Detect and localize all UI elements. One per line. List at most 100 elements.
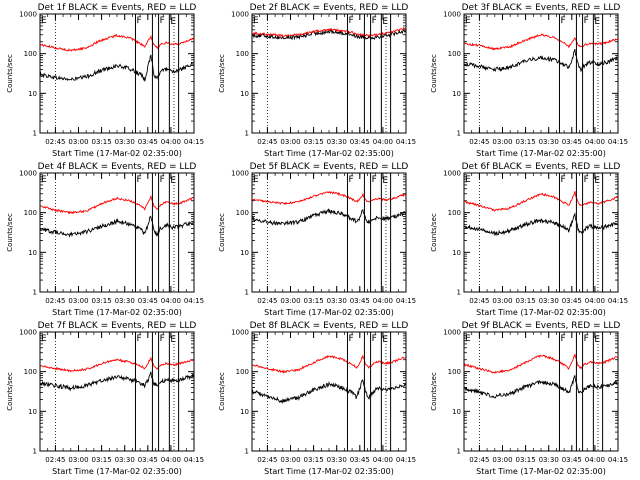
x-tick-label: 03:15	[92, 138, 112, 146]
series-line-lld	[251, 191, 406, 206]
x-tick-label: 04:00	[585, 138, 605, 146]
series-line-events	[251, 28, 406, 41]
panel-title: Det 4f BLACK = Events, RED = LLD	[38, 162, 197, 172]
y-tick-label: 1000	[443, 329, 461, 337]
y-tick-label: 10	[240, 408, 249, 416]
x-tick-label: 02:45	[469, 456, 489, 464]
x-tick-label: 03:45	[562, 456, 582, 464]
x-tick-label: 03:45	[350, 297, 370, 305]
y-axis-label: Counts/sec	[218, 372, 226, 411]
y-tick-label: 1	[457, 448, 461, 456]
panel-det-5f: Det 5f BLACK = Events, RED = LLD Counts/s…	[218, 162, 416, 317]
series-line-events	[463, 374, 618, 399]
panel-det-6f: Det 6f BLACK = Events, RED = LLD Counts/s…	[430, 162, 628, 317]
x-tick-label: 04:15	[184, 456, 204, 464]
panel-title: Det 1f BLACK = Events, RED = LLD	[38, 3, 197, 13]
corner-flag-label: E	[465, 175, 471, 185]
x-tick-label: 03:30	[327, 456, 347, 464]
x-tick-label: 02:45	[257, 297, 277, 305]
interval-flag-label: E	[382, 335, 388, 345]
x-tick-label: 02:45	[45, 138, 65, 146]
interval-flag-label: F	[348, 175, 353, 185]
x-tick-label: 03:45	[350, 456, 370, 464]
y-tick-label: 1	[245, 448, 249, 456]
plot-frame	[463, 331, 619, 452]
x-tick-label: 03:15	[92, 456, 112, 464]
y-tick-label: 10	[28, 408, 37, 416]
y-tick-label: 1000	[231, 170, 249, 178]
y-tick-label: 1000	[19, 11, 37, 19]
x-tick-label: 03:30	[539, 138, 559, 146]
y-axis-label: Counts/sec	[6, 54, 14, 93]
panel-title: Det 2f BLACK = Events, RED = LLD	[250, 3, 409, 13]
corner-flag-label: E	[253, 175, 259, 185]
panel-title: Det 5f BLACK = Events, RED = LLD	[250, 162, 409, 172]
panel-det-7f: Det 7f BLACK = Events, RED = LLD Counts/s…	[6, 321, 204, 476]
x-tick-label: 04:15	[396, 456, 416, 464]
x-tick-label: 03:00	[68, 456, 88, 464]
y-tick-label: 1000	[19, 329, 37, 337]
y-axis-label: Counts/sec	[430, 372, 438, 411]
interval-flag-label: E	[170, 335, 176, 345]
y-tick-label: 1	[33, 130, 37, 138]
panel-title: Det 6f BLACK = Events, RED = LLD	[462, 162, 621, 172]
x-tick-label: 04:15	[184, 138, 204, 146]
interval-flag-label: E	[170, 176, 176, 186]
y-tick-label: 1000	[19, 170, 37, 178]
y-tick-label: 100	[24, 50, 37, 58]
y-tick-label: 10	[28, 249, 37, 257]
plot-frame	[251, 172, 407, 293]
x-tick-label: 03:30	[115, 297, 135, 305]
series-line-events	[251, 379, 406, 405]
interval-flag-label: F	[160, 334, 165, 344]
x-tick-label: 03:00	[492, 138, 512, 146]
interval-flag-label: F	[584, 334, 589, 344]
interval-flag-label: E	[382, 17, 388, 27]
y-tick-label: 1	[33, 448, 37, 456]
interval-flag-label: F	[560, 175, 565, 185]
corner-flag-label: E	[253, 16, 259, 26]
y-tick-label: 100	[448, 368, 461, 376]
x-tick-label: 02:45	[257, 138, 277, 146]
x-tick-label: 03:15	[516, 297, 536, 305]
x-tick-label: 04:15	[396, 138, 416, 146]
x-tick-label: 03:45	[350, 138, 370, 146]
series-line-lld	[251, 27, 406, 38]
y-tick-label: 100	[448, 50, 461, 58]
x-tick-label: 04:00	[373, 297, 393, 305]
y-tick-label: 1	[33, 289, 37, 297]
y-axis-label: Counts/sec	[218, 213, 226, 252]
y-tick-label: 1000	[231, 329, 249, 337]
y-tick-label: 100	[236, 209, 249, 217]
x-axis-label: Start Time (17-Mar-02 02:35:00)	[264, 149, 394, 158]
y-tick-label: 100	[236, 50, 249, 58]
x-tick-label: 04:15	[608, 297, 628, 305]
x-tick-label: 03:15	[304, 456, 324, 464]
x-tick-label: 03:45	[562, 297, 582, 305]
y-tick-label: 100	[24, 209, 37, 217]
x-axis-label: Start Time (17-Mar-02 02:35:00)	[52, 149, 182, 158]
interval-flag-label: F	[560, 16, 565, 26]
interval-flag-label: F	[160, 175, 165, 185]
series-line-lld	[39, 356, 194, 373]
x-tick-label: 03:45	[138, 138, 158, 146]
y-tick-label: 10	[452, 90, 461, 98]
x-tick-label: 04:00	[161, 138, 181, 146]
interval-flag-label: F	[348, 334, 353, 344]
panel-title: Det 9f BLACK = Events, RED = LLD	[462, 321, 621, 331]
interval-flag-label: E	[594, 176, 600, 186]
interval-flag-label: F	[136, 334, 141, 344]
plot-frame	[251, 13, 407, 134]
interval-flag-label: E	[594, 335, 600, 345]
series-line-lld	[463, 191, 618, 212]
x-tick-label: 04:15	[608, 456, 628, 464]
x-tick-label: 04:00	[161, 297, 181, 305]
x-axis-label: Start Time (17-Mar-02 02:35:00)	[52, 308, 182, 317]
x-tick-label: 04:00	[161, 456, 181, 464]
y-tick-label: 100	[236, 368, 249, 376]
x-tick-label: 04:00	[585, 456, 605, 464]
y-tick-label: 100	[448, 209, 461, 217]
series-line-events	[463, 48, 618, 73]
panel-det-1f: Det 1f BLACK = Events, RED = LLD Counts/s…	[6, 3, 204, 158]
x-tick-label: 02:45	[45, 456, 65, 464]
